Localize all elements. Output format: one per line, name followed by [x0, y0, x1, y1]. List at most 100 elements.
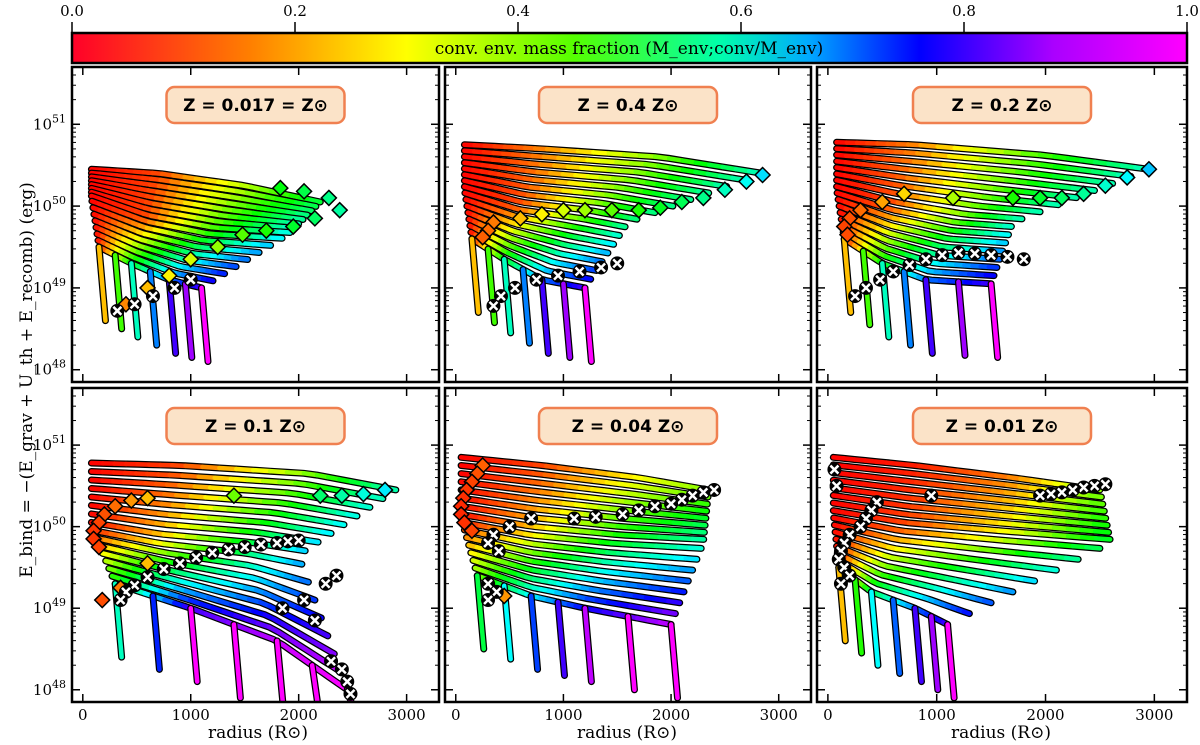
track-segment [1030, 540, 1049, 547]
track-segment [619, 168, 638, 175]
diamond-marker [1140, 160, 1158, 178]
track-segment [637, 153, 658, 159]
track-segment [995, 240, 1008, 246]
track-segment [238, 487, 259, 493]
track-segment [661, 609, 678, 616]
plot-area [85, 459, 400, 702]
track-segment [227, 263, 239, 269]
cross-marker [674, 492, 689, 507]
diamond-marker [209, 238, 227, 256]
track-segment [994, 158, 1015, 165]
cross-marker [967, 246, 982, 261]
metallicity-label-box [537, 85, 719, 125]
track-segment [188, 494, 208, 500]
cross-marker [685, 488, 700, 503]
diamond-marker [376, 481, 394, 499]
diamond-marker [895, 185, 913, 203]
diamond-marker [257, 222, 275, 240]
track-segment [1011, 521, 1030, 528]
y-tick-label: 1050 [33, 515, 66, 536]
diamond-marker [1031, 189, 1049, 207]
tail-segment [539, 277, 551, 356]
track-segment [652, 154, 672, 161]
track-segment [307, 538, 321, 545]
diamond-marker [122, 491, 140, 510]
panel: 0 1000 2000 3000 Z = 0.04 Z⊙ [443, 386, 813, 724]
diamond-marker [630, 201, 648, 219]
cross-marker [918, 252, 933, 267]
metallicity-label-box [537, 406, 719, 446]
cross-marker [572, 264, 587, 279]
cross-marker [140, 570, 155, 585]
track-segment [1088, 500, 1106, 507]
track-segment [1024, 523, 1043, 529]
track-segment [970, 165, 991, 172]
cross-marker [647, 499, 662, 514]
track-segment [217, 465, 239, 472]
track-segment [976, 174, 995, 181]
cross-marker [529, 272, 544, 287]
track-segment [918, 142, 940, 149]
track-segment [1043, 541, 1062, 548]
cross-marker [491, 544, 506, 559]
diamond-marker [295, 182, 313, 200]
cross-marker [507, 280, 522, 295]
x-tick-label: 0 [78, 706, 88, 724]
x-tick-label: 0 [451, 706, 461, 724]
cross-marker [329, 568, 344, 583]
track-segment [1000, 167, 1020, 174]
track-segment [556, 155, 576, 162]
track-segment [170, 502, 190, 509]
track-segment [560, 147, 581, 154]
track-segment [260, 478, 282, 485]
track-segment [292, 560, 305, 567]
track-segment [345, 512, 360, 519]
track-segment [1003, 149, 1026, 156]
cross-marker [221, 542, 236, 557]
track-segment [184, 503, 204, 510]
tail-segment [96, 244, 108, 323]
tail-segment [668, 622, 680, 701]
tail-segment [988, 281, 1000, 360]
track-segment [212, 505, 231, 512]
track-segment [1087, 493, 1104, 500]
track-segment [248, 249, 262, 255]
track-segment [1091, 521, 1110, 528]
cross-marker [167, 280, 182, 295]
tail-segment [890, 597, 902, 676]
cross-marker [833, 576, 848, 591]
cross-marker [502, 519, 517, 534]
track-segment [1092, 159, 1111, 167]
track-segment [177, 483, 197, 489]
cross-marker [853, 519, 868, 534]
track-segment [670, 588, 687, 595]
track-segment [579, 165, 598, 171]
y-tick-label: 1051 [33, 112, 66, 133]
track-segment [565, 164, 584, 170]
track-segment [949, 171, 968, 178]
y-axis-label: E_bind = −(E_grav + U_th + E_recomb) (er… [17, 182, 37, 578]
track-segment [683, 556, 700, 562]
track-segment [173, 492, 194, 499]
track-segment [303, 202, 319, 209]
tail-segment [582, 285, 594, 364]
cross-marker [924, 488, 939, 503]
track-segment [915, 151, 936, 158]
track-segment [1051, 525, 1071, 532]
tail-segment [528, 593, 540, 672]
tail-segment [231, 622, 243, 701]
track-segment [606, 151, 627, 157]
cross-marker [318, 576, 333, 591]
y-tick-label: 1051 [33, 433, 66, 454]
metallicity-label: Z = 0.017 = Z⊙ [183, 96, 328, 116]
track-segment [1038, 524, 1057, 530]
diamond-marker [333, 487, 351, 505]
cross-marker [486, 298, 501, 313]
track-segment [1012, 216, 1025, 222]
track-segment [1052, 154, 1071, 161]
diamond-marker [873, 193, 891, 211]
tail-segment [555, 599, 567, 678]
track-segment [1010, 159, 1031, 166]
track-segment [290, 215, 306, 222]
track-segment [1057, 542, 1076, 549]
